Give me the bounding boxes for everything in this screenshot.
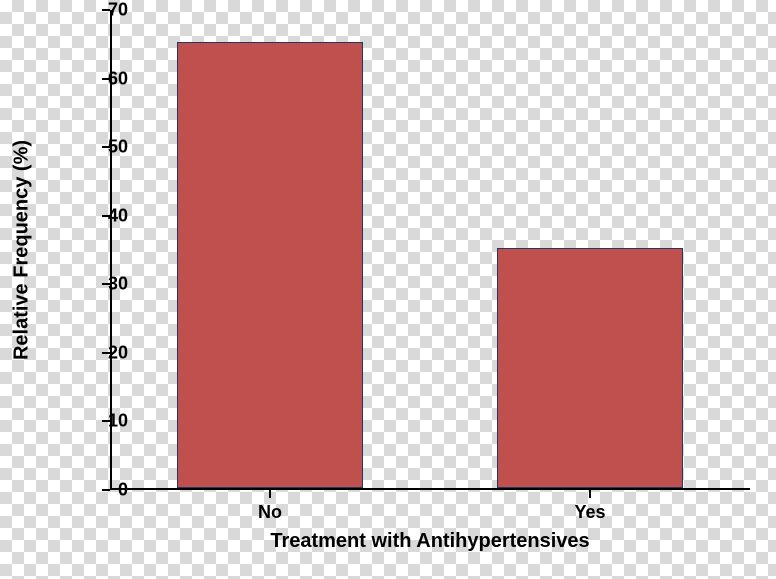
y-tick-label: 60 — [88, 68, 128, 89]
y-tick-label: 70 — [88, 0, 128, 21]
x-tick — [589, 490, 591, 498]
x-tick-label: Yes — [574, 502, 605, 523]
y-tick-label: 0 — [88, 480, 128, 501]
y-tick-label: 20 — [88, 342, 128, 363]
x-axis-label: Treatment with Antihypertensives — [270, 530, 589, 553]
y-tick-label: 10 — [88, 411, 128, 432]
bar-chart: Relative Frequency (%) Treatment with An… — [0, 0, 776, 579]
y-tick-label: 40 — [88, 205, 128, 226]
x-tick-label: No — [258, 502, 282, 523]
y-tick-label: 30 — [88, 274, 128, 295]
bar — [177, 42, 363, 488]
y-axis-label: Relative Frequency (%) — [11, 140, 34, 360]
bar — [497, 248, 683, 488]
x-tick — [269, 490, 271, 498]
plot-area — [110, 10, 750, 490]
x-axis — [110, 488, 750, 490]
y-tick-label: 50 — [88, 137, 128, 158]
